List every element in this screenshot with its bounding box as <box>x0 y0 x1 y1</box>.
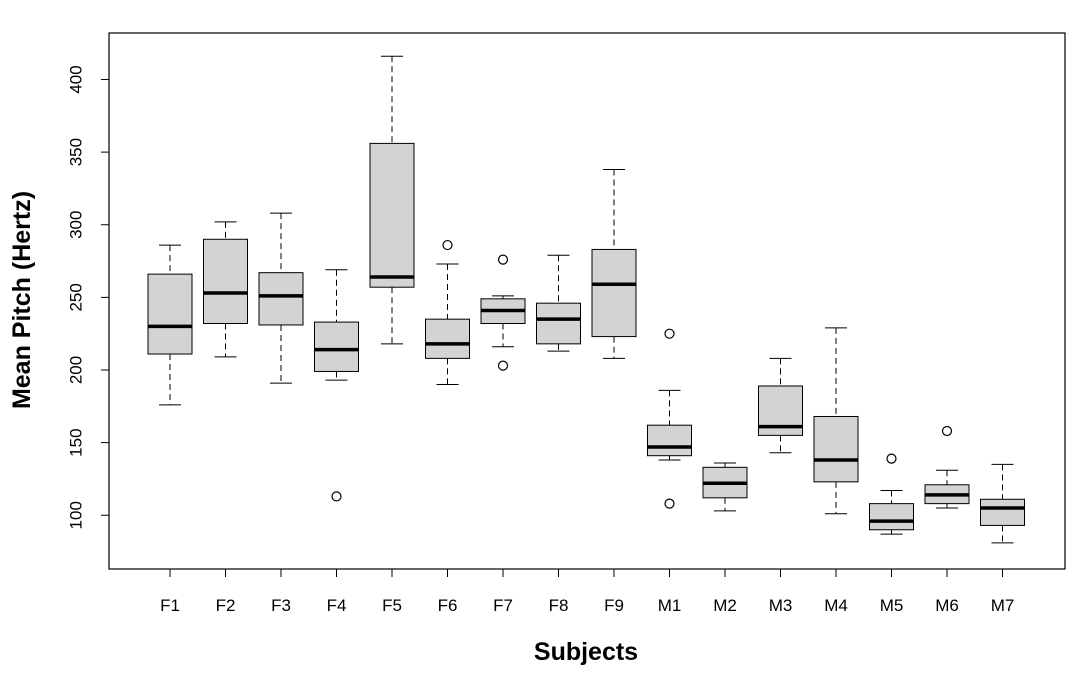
box-F6 <box>425 239 470 386</box>
boxes-group <box>147 55 1025 544</box>
y-tick-label: 100 <box>66 501 85 529</box>
outlier-point <box>941 425 953 437</box>
outlier-point <box>886 453 897 464</box>
x-tick-label: M1 <box>658 596 682 615</box>
iqr-box <box>591 248 637 338</box>
box-M1 <box>647 328 692 509</box>
iqr-box <box>869 503 914 531</box>
y-tick-label: 250 <box>66 283 85 311</box>
x-axis: F1 F2 F3 F4 F5 F6 F7 F8 F9 M1 M2 M3 M4 M5 M6 M7 <box>160 568 1015 615</box>
iqr-box <box>147 273 193 355</box>
y-tick-label: 350 <box>66 138 85 166</box>
box-M3 <box>758 357 803 454</box>
iqr-box <box>425 318 470 359</box>
box-F2 <box>203 221 248 358</box>
outlier-point <box>664 328 675 339</box>
box-M7 <box>980 463 1025 544</box>
x-tick-label: F3 <box>271 596 291 615</box>
box-M2 <box>702 462 748 512</box>
x-tick-label: F6 <box>438 596 458 615</box>
x-tick-label: M3 <box>769 596 793 615</box>
x-tick-label: F2 <box>216 596 236 615</box>
iqr-box <box>813 415 859 483</box>
x-tick-label: M4 <box>824 596 848 615</box>
x-tick-label: F1 <box>160 596 180 615</box>
iqr-box <box>536 302 581 345</box>
box-M5 <box>869 453 914 535</box>
box-F4 <box>314 269 359 502</box>
box-M6 <box>924 425 970 509</box>
x-tick-label: F4 <box>327 596 347 615</box>
y-axis-title: Mean Pitch (Hertz) <box>8 191 36 409</box>
y-tick-label: 300 <box>66 211 85 239</box>
x-axis-title: Subjects <box>534 638 638 666</box>
outlier-point <box>442 239 453 251</box>
iqr-box <box>314 321 359 372</box>
y-tick-label: 200 <box>66 356 85 384</box>
box-F3 <box>258 212 304 384</box>
box-M4 <box>813 327 859 515</box>
box-F8 <box>536 254 581 352</box>
x-tick-label: F8 <box>549 596 569 615</box>
y-tick-label: 400 <box>66 65 85 93</box>
box-F9 <box>591 169 637 359</box>
x-tick-label: M7 <box>991 596 1015 615</box>
x-tick-label: F9 <box>604 596 624 615</box>
y-tick-label: 150 <box>66 428 85 456</box>
outlier-point <box>331 491 342 502</box>
outlier-point <box>497 254 509 265</box>
x-tick-label: M2 <box>713 596 737 615</box>
box-F7 <box>480 254 526 371</box>
x-tick-label: M5 <box>880 596 904 615</box>
iqr-box <box>647 424 692 457</box>
box-F1 <box>147 244 193 406</box>
outlier-point <box>664 498 675 509</box>
iqr-box <box>203 238 248 325</box>
iqr-box <box>258 272 304 326</box>
iqr-box <box>369 142 415 288</box>
y-axis: 100 150 200 250 300 350 400 <box>66 65 110 529</box>
iqr-box <box>980 498 1025 526</box>
plot-frame <box>108 32 1066 570</box>
x-tick-label: F5 <box>382 596 402 615</box>
outlier-point <box>497 360 509 371</box>
x-tick-label: F7 <box>493 596 513 615</box>
x-tick-label: M6 <box>935 596 959 615</box>
box-F5 <box>369 55 415 345</box>
